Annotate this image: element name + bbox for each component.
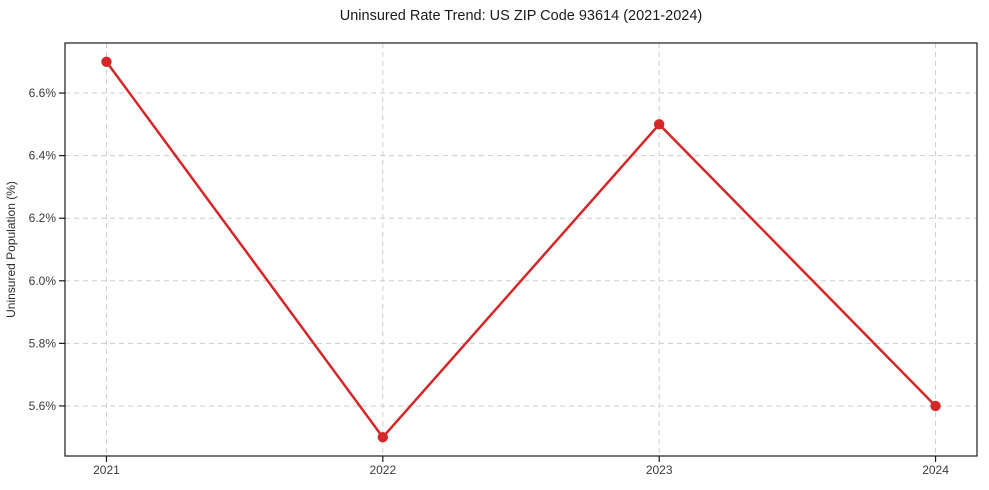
data-point: [653, 119, 665, 130]
data-point: [377, 432, 389, 443]
x-tick-label: 2024: [922, 463, 949, 477]
axis-ticks: [59, 92, 937, 462]
y-tick-labels: 5.6% 5.8% 6.0% 6.2% 6.4% 6.6%: [29, 86, 57, 413]
x-tick-label: 2021: [93, 463, 120, 477]
y-tick-label: 5.6%: [29, 399, 57, 413]
y-tick-label: 5.8%: [29, 336, 57, 350]
data-series: [101, 56, 941, 443]
y-tick-label: 6.6%: [29, 86, 57, 100]
x-tick-label: 2022: [369, 463, 396, 477]
chart-title: Uninsured Rate Trend: US ZIP Code 93614 …: [340, 8, 702, 24]
y-axis-label: Uninsured Population (%): [4, 181, 18, 318]
data-point: [101, 56, 112, 67]
y-tick-label: 6.2%: [29, 211, 57, 225]
x-tick-labels: 2021 2022 2023 2024: [93, 463, 949, 477]
data-point: [930, 400, 941, 412]
trend-line: [105, 60, 937, 439]
y-tick-label: 6.4%: [29, 149, 57, 163]
x-tick-label: 2023: [646, 463, 673, 477]
y-tick-label: 6.0%: [29, 274, 57, 288]
plot-frame: [64, 42, 978, 457]
gridlines: [65, 43, 977, 456]
